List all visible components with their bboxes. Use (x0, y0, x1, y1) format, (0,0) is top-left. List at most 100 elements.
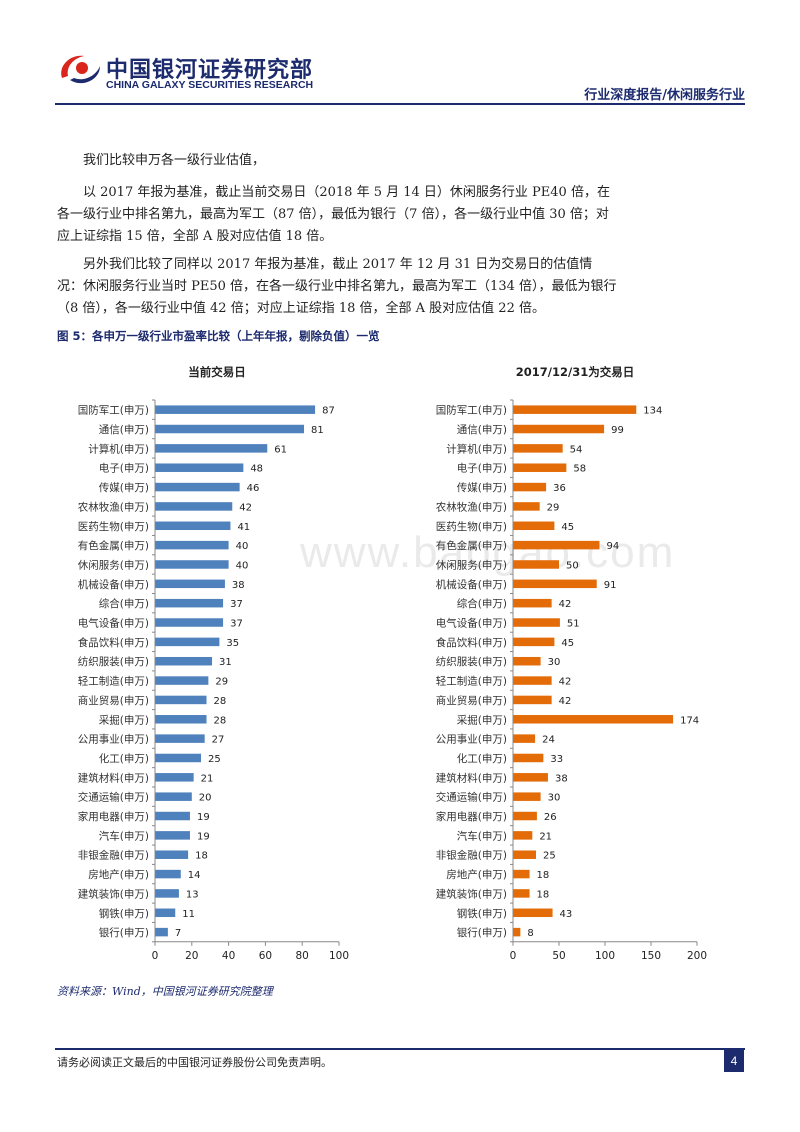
category-label: 通信(申万) (99, 423, 149, 436)
bar-value-label: 42 (559, 696, 572, 707)
bar (155, 560, 229, 569)
bar (513, 540, 600, 550)
x-tick-label: 20 (185, 950, 198, 962)
category-label: 非银金融(申万) (436, 849, 507, 862)
chart-title: 当前交易日 (188, 365, 246, 379)
category-label: 计算机(申万) (446, 442, 507, 455)
category-label: 公用事业(申万) (436, 733, 507, 746)
galaxy-logo (61, 55, 100, 84)
bar-value-label: 31 (219, 657, 232, 668)
bar-value-label: 7 (175, 928, 181, 939)
bar-value-label: 61 (274, 444, 287, 455)
bar-value-label: 28 (214, 696, 227, 707)
bar (155, 482, 240, 492)
bar (513, 502, 540, 511)
category-label: 建筑材料(申万) (78, 771, 149, 784)
bar (155, 463, 244, 472)
bar (155, 637, 220, 647)
bar-value-label: 134 (643, 406, 662, 417)
bar-value-label: 24 (542, 735, 555, 746)
bar-value-label: 18 (537, 870, 550, 881)
category-label: 国防军工(申万) (78, 404, 149, 417)
category-label: 电子(申万) (99, 462, 149, 475)
bar (513, 424, 605, 434)
bar (513, 463, 567, 472)
bar-value-label: 18 (195, 851, 208, 862)
category-label: 家用电器(申万) (436, 810, 507, 823)
bar (513, 811, 537, 821)
paragraph-3: 另外我们比较了同样以 2017 年报为基准，截止 2017 年 12 月 31 … (57, 257, 617, 316)
category-label: 电子(申万) (457, 462, 507, 475)
bar-value-label: 45 (561, 522, 574, 533)
category-label: 轻工制造(申万) (436, 675, 507, 688)
category-label: 家用电器(申万) (78, 810, 149, 823)
bar-value-label: 174 (680, 715, 699, 726)
company-name-cn: 中国银河证券研究部 (106, 58, 314, 83)
bar-value-label: 37 (230, 599, 243, 610)
bar-value-label: 25 (543, 851, 556, 862)
x-tick-label: 0 (510, 950, 517, 962)
category-label: 纺织服装(申万) (78, 655, 149, 668)
figure-source: 资料来源：Wind，中国银河证券研究院整理 (57, 985, 273, 998)
category-label: 通信(申万) (457, 423, 507, 436)
bar-value-label: 29 (215, 677, 228, 688)
category-label: 商业贸易(申万) (436, 694, 507, 707)
bar (513, 792, 541, 801)
bar (155, 579, 225, 589)
category-label: 综合(申万) (99, 597, 149, 610)
bar-value-label: 40 (236, 541, 249, 552)
category-label: 计算机(申万) (88, 442, 149, 455)
bar (155, 908, 176, 918)
category-label: 钢铁(申万) (457, 907, 507, 920)
bar (513, 850, 536, 859)
bar-value-label: 81 (311, 425, 324, 436)
bar (513, 521, 555, 531)
category-label: 休闲服务(申万) (436, 558, 507, 571)
bar-value-label: 18 (537, 889, 550, 900)
bar-value-label: 19 (197, 831, 210, 842)
bar-value-label: 42 (559, 599, 572, 610)
category-label: 国防军工(申万) (436, 404, 507, 417)
bar (513, 889, 530, 898)
category-label: 建筑装饰(申万) (78, 887, 149, 900)
bar-value-label: 51 (567, 619, 580, 630)
category-label: 非银金融(申万) (78, 849, 149, 862)
category-label: 机械设备(申万) (78, 578, 149, 591)
category-label: 建筑装饰(申万) (436, 887, 507, 900)
category-label: 交通运输(申万) (78, 791, 149, 804)
bar (155, 792, 192, 801)
bar-value-label: 14 (188, 870, 201, 881)
category-label: 农林牧渔(申万) (436, 500, 507, 513)
bar (155, 405, 316, 414)
pe-chart-2017: 2017/12/31为交易日 国防军工(申万) 134 通信(申万) 99 计算机(申万)… (407, 360, 737, 975)
header-rule (55, 103, 745, 105)
x-tick-label: 40 (222, 950, 235, 962)
bar-value-label: 26 (544, 812, 557, 823)
category-label: 轻工制造(申万) (78, 675, 149, 688)
category-label: 化工(申万) (99, 752, 149, 765)
category-label: 医药生物(申万) (436, 520, 507, 533)
category-label: 纺织服装(申万) (436, 655, 507, 668)
bar (513, 482, 547, 492)
company-name-en: CHINA GALAXY SECURITIES RESEARCH (106, 79, 314, 91)
bar (155, 695, 207, 705)
bar-value-label: 28 (214, 715, 227, 726)
x-tick-label: 200 (687, 950, 707, 962)
category-label: 房地产(申万) (446, 868, 507, 881)
bar-value-label: 50 (566, 560, 579, 571)
bar-value-label: 36 (553, 483, 566, 494)
x-tick-label: 50 (552, 950, 565, 962)
category-label: 采掘(申万) (457, 713, 507, 726)
bar (513, 927, 521, 937)
bar (155, 715, 207, 724)
bar (155, 598, 224, 608)
bar-value-label: 38 (232, 580, 245, 591)
bar (155, 424, 305, 434)
category-label: 医药生物(申万) (78, 520, 149, 533)
bar-value-label: 42 (559, 677, 572, 688)
report-type: 行业深度报告/休闲服务行业 (584, 88, 745, 103)
category-label: 商业贸易(申万) (78, 694, 149, 707)
bar-value-label: 42 (239, 502, 252, 513)
bar (155, 753, 201, 763)
